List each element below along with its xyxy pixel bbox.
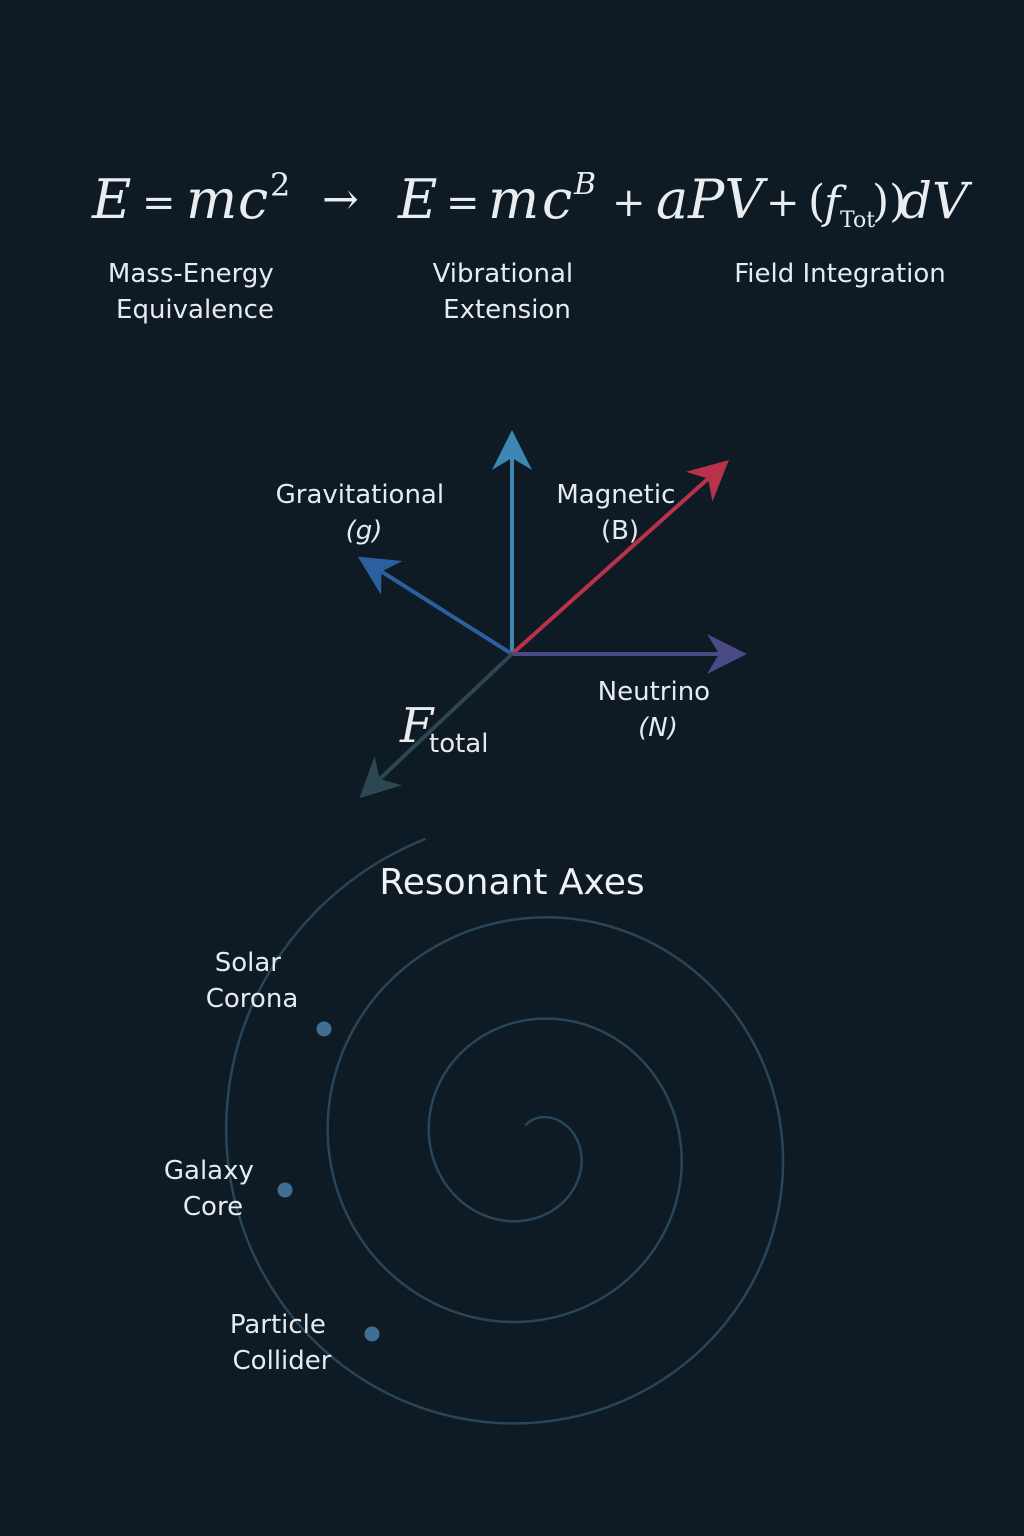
caption-field-integration: Field Integration (734, 259, 946, 289)
magnetic-symbol: (B) (601, 516, 639, 546)
neutrino-name: Neutrino (598, 677, 710, 707)
resonant-spiral (224, 837, 785, 1425)
magnetic-vector-arrow (510, 460, 729, 656)
neutrino-symbol: (N) (638, 713, 678, 743)
equation: E = m c 2 → E = m c B + a PV + ( f Tot )… (91, 166, 973, 233)
magnetic-label: Magnetic (B) (556, 480, 683, 546)
gravitational-vector-arrow (357, 556, 514, 656)
equation-right: E = m c B + a PV + ( f Tot )) dV (397, 167, 973, 233)
eq-right-close-paren: )) (872, 176, 906, 227)
eq-right-equals: = (446, 180, 480, 226)
gravitational-label: Gravitational (g) (276, 480, 453, 546)
particle-collider-marker (364, 1326, 380, 1342)
eq-right-dV: dV (900, 172, 973, 230)
galaxy-core-line-1: Galaxy (164, 1156, 254, 1186)
eq-right-f-subscript: Tot (840, 208, 875, 233)
eq-right-exponent: B (573, 167, 596, 202)
eq-right-a: a (656, 168, 688, 231)
eq-left-E: E (91, 168, 131, 231)
solar-corona-marker (316, 1021, 332, 1037)
eq-left-equals: = (142, 180, 176, 226)
gravitational-name: Gravitational (276, 480, 444, 510)
eq-right-PV: PV (687, 168, 768, 231)
neutrino-label: Neutrino (N) (598, 677, 719, 743)
particle-collider-line-2: Collider (233, 1346, 332, 1376)
particle-collider-label: Particle Collider (230, 1310, 334, 1376)
solar-corona-line-1: Solar (215, 948, 282, 978)
eq-arrow: → (322, 174, 359, 225)
eq-right-open-paren: ( (808, 176, 825, 227)
eq-left-m: m (186, 168, 237, 231)
magnetic-name: Magnetic (556, 480, 675, 510)
equation-captions: Mass-Energy Equivalence Vibrational Exte… (108, 259, 946, 325)
equation-left: E = m c 2 (91, 166, 290, 231)
total-force-symbol: F (399, 698, 435, 754)
total-force-subscript: total (429, 729, 488, 759)
solar-corona-label: Solar Corona (206, 948, 299, 1014)
total-force-label: F total (399, 698, 488, 759)
galaxy-core-line-2: Core (183, 1192, 243, 1222)
eq-right-plus-1: + (612, 180, 646, 226)
galaxy-core-label: Galaxy Core (164, 1156, 262, 1222)
caption-vibrational-line-1: Vibrational (433, 259, 574, 289)
total-force-vector-arrow (359, 652, 514, 799)
resonant-axes: Resonant Axes Solar Corona Galaxy Core P… (164, 837, 785, 1425)
caption-mass-energy-line-1: Mass-Energy (108, 259, 274, 289)
eq-right-plus-2: + (766, 180, 800, 226)
caption-field-integration-line-1: Field Integration (734, 259, 946, 289)
eq-left-c: c (238, 168, 268, 231)
eq-right-E: E (397, 168, 437, 231)
caption-mass-energy-line-2: Equivalence (116, 295, 274, 325)
particle-collider-line-1: Particle (230, 1310, 326, 1340)
gravitational-symbol: (g) (346, 516, 383, 546)
galaxy-core-marker (277, 1182, 293, 1198)
resonant-axes-title: Resonant Axes (379, 862, 644, 903)
caption-vibrational-line-2: Extension (443, 295, 571, 325)
caption-vibrational: Vibrational Extension (433, 259, 582, 325)
caption-mass-energy: Mass-Energy Equivalence (108, 259, 282, 325)
solar-corona-line-2: Corona (206, 984, 299, 1014)
eq-right-c: c (542, 168, 572, 231)
eq-left-exponent: 2 (270, 166, 290, 204)
vector-diagram: Gravitational (g) Magnetic (B) Neutrino … (276, 430, 747, 799)
eq-right-m: m (488, 168, 539, 231)
